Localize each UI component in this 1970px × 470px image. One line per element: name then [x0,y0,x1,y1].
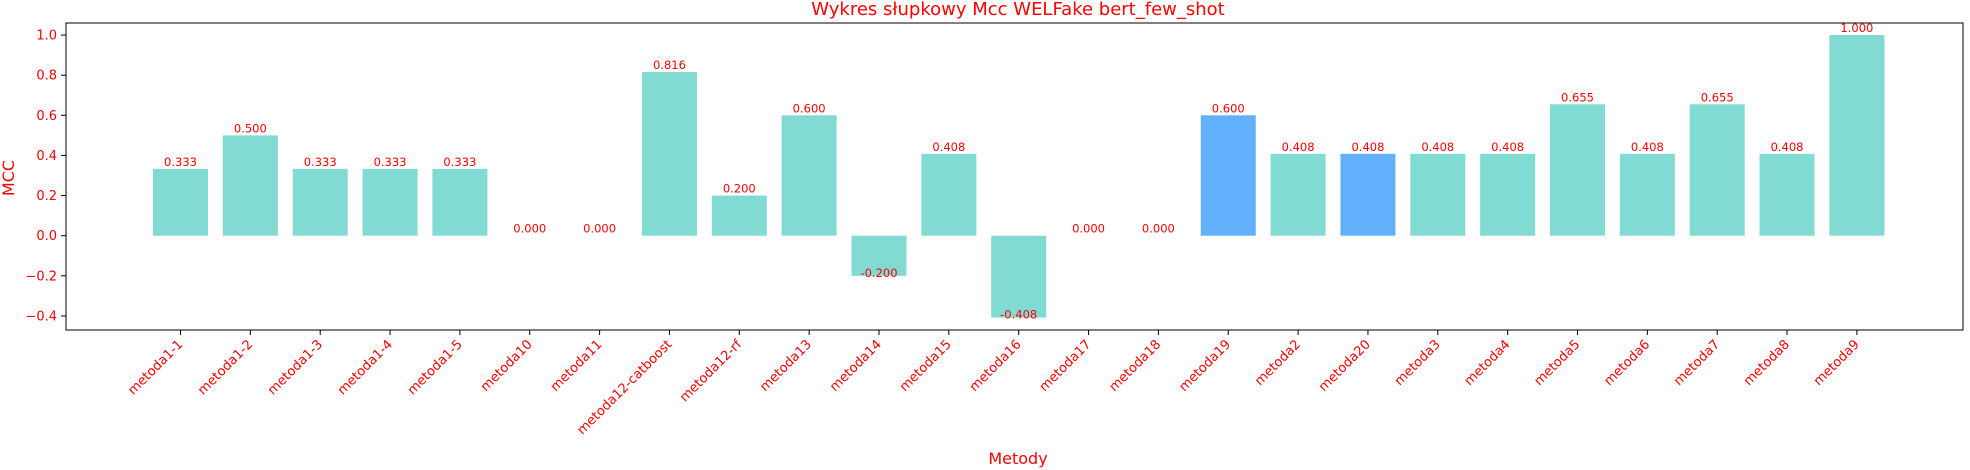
x-tick-label: metoda17 [1037,337,1095,395]
bar [641,71,697,236]
x-tick-label: metoda20 [1316,337,1374,395]
bar-value-label: 0.816 [653,58,686,72]
x-tick-label: metoda1-1 [125,337,186,398]
chart-title: Wykres słupkowy Mcc WELFake bert_few_sho… [811,0,1224,20]
y-tick-label: 0.4 [36,149,57,164]
bars [153,35,1885,318]
x-tick-label: metoda14 [827,337,885,395]
bar-value-label: 1.000 [1840,21,1873,35]
bar [711,195,767,236]
bar-value-label: 0.000 [513,222,546,236]
plot-frame [65,22,1964,331]
bar-value-label: 0.408 [1771,140,1804,154]
y-tick-label: 0.8 [36,69,57,84]
bar [1759,153,1815,236]
bar [1619,153,1675,236]
bar-value-label: 0.333 [374,155,407,169]
bar [1550,104,1605,236]
x-tick-label: metoda1-5 [405,337,466,398]
y-tick-label: −0.4 [25,309,57,324]
bar-value-label: 0.000 [1142,222,1175,236]
x-tick-label: metoda12-rf [677,337,745,405]
bar-value-label: 0.600 [793,101,826,115]
bar-value-label: 0.408 [1631,140,1664,154]
bar-value-label: 0.408 [1491,140,1524,154]
x-tick-label: metoda1-2 [195,337,256,398]
x-tick-label: metoda1-3 [265,337,326,398]
bar [1200,115,1256,236]
bar [781,115,837,236]
x-tick-label: metoda11 [548,337,606,395]
y-tick-label: 0.2 [36,189,57,204]
bar [1480,153,1536,236]
bar-value-label: 0.600 [1212,101,1245,115]
x-tick-label: metoda1-4 [335,337,396,398]
bar-value-label: -0.408 [1000,308,1037,322]
data-labels: 0.333 0.500 0.333 0.333 0.333 0.000 0.000 0.816… [164,21,1873,322]
bar-value-label: 0.408 [1351,140,1384,154]
bar-value-label: 0.655 [1701,90,1734,104]
y-axis-label: MCC [0,160,18,196]
y-tick-label: 1.0 [36,29,57,44]
bar [432,168,488,236]
x-tick-label: metoda2 [1252,337,1304,389]
bar [362,168,418,236]
bar [292,168,348,236]
bar-value-label: 0.408 [1421,140,1454,154]
bar-value-label: 0.408 [1282,140,1315,154]
bar-value-label: 0.500 [234,121,267,135]
y-tick-label: 0.6 [36,109,57,124]
bar-value-label: 0.000 [1072,222,1105,236]
x-tick-label: metoda7 [1671,337,1723,389]
x-tick-label: metoda19 [1176,337,1234,395]
x-tick-label: metoda15 [897,337,955,395]
bar [1689,104,1745,236]
bar [1410,153,1466,236]
x-tick-label: metoda8 [1741,337,1793,389]
bar-value-label: -0.200 [860,266,897,280]
bar-value-label: 0.408 [932,140,965,154]
bar [851,235,907,276]
y-axis: −0.4 −0.2 0.0 0.2 0.4 0.6 0.8 1.0 [25,29,66,324]
x-tick-label: metoda9 [1811,337,1863,389]
bar-value-label: 0.000 [583,222,616,236]
x-tick-label: metoda10 [478,337,536,395]
x-axis: metoda1-1 metoda1-2 metoda1-3 metoda1-4 meto… [125,330,1863,438]
bar-value-label: 0.333 [304,155,337,169]
x-tick-label: metoda16 [967,337,1025,395]
x-tick-label: metoda4 [1462,337,1514,389]
x-tick-label: metoda6 [1601,337,1653,389]
bar [1829,35,1885,236]
bar [921,153,977,236]
bar-value-label: 0.333 [443,155,476,169]
bar [153,168,208,236]
x-axis-label: Metody [988,449,1047,468]
y-tick-label: −0.2 [25,269,57,284]
x-tick-label: metoda5 [1532,337,1584,389]
bar-value-label: 0.655 [1561,90,1594,104]
bar [1270,153,1326,236]
bar-value-label: 0.333 [164,155,197,169]
bar [1340,153,1396,236]
bar [991,235,1047,318]
y-tick-label: 0.0 [36,229,57,244]
x-tick-label: metoda18 [1107,337,1165,395]
bar [222,135,278,236]
bar-value-label: 0.200 [723,182,756,196]
x-tick-label: metoda13 [757,337,815,395]
x-tick-label: metoda3 [1392,337,1444,389]
